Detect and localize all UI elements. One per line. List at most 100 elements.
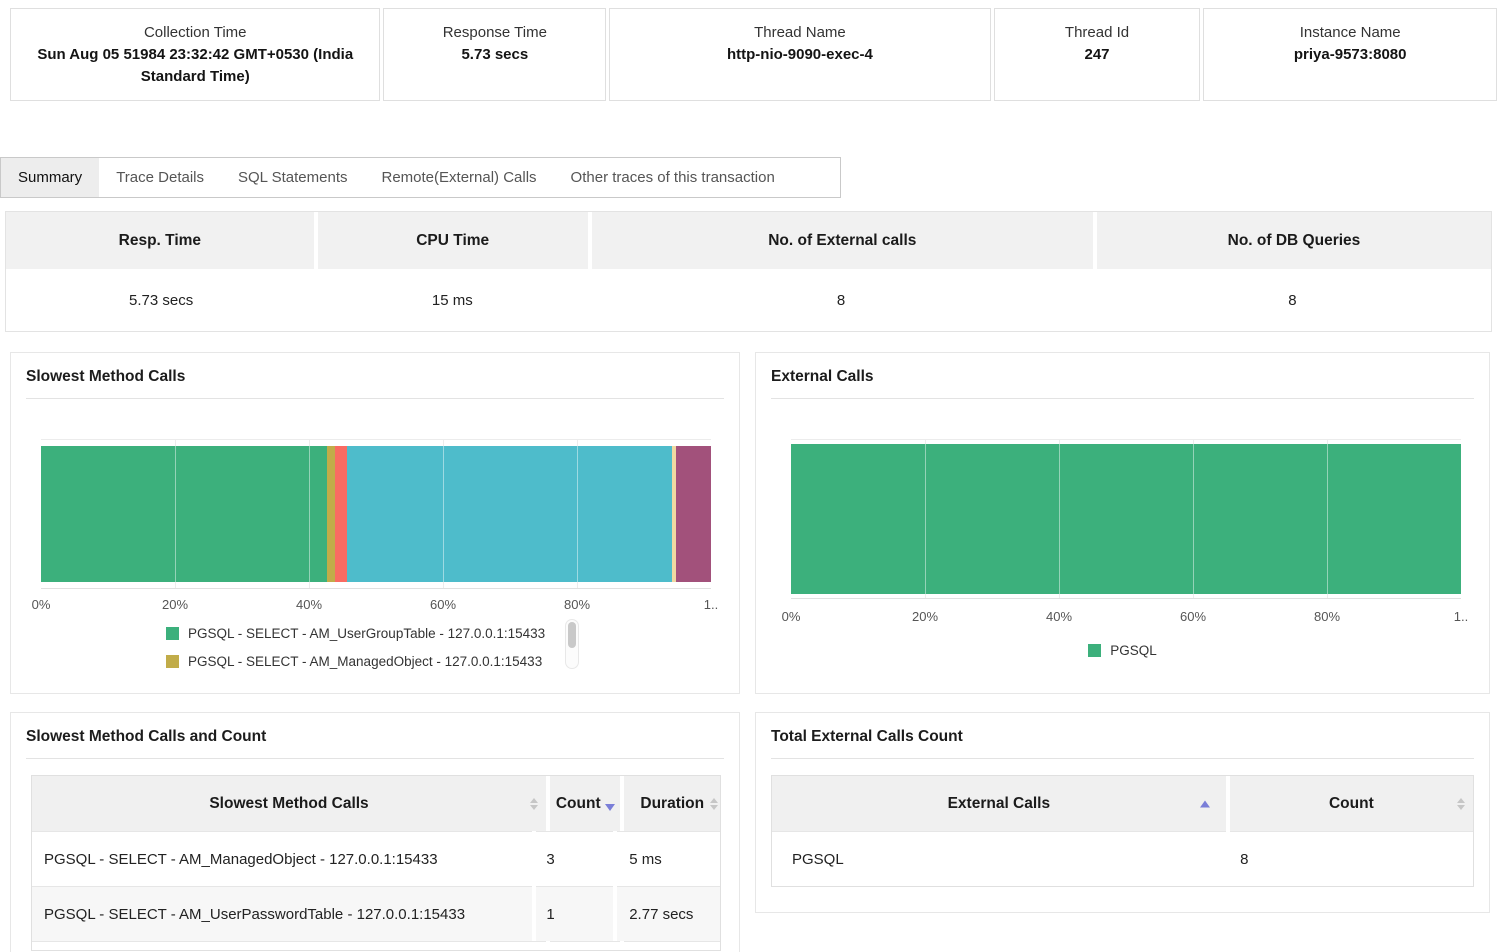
sort-up-icon xyxy=(530,797,539,803)
legend-item-managedobject[interactable]: PGSQL - SELECT - AM_ManagedObject - 127.… xyxy=(166,647,739,675)
card-value: priya-9573:8080 xyxy=(1293,46,1407,63)
tables-row: Slowest Method Calls and Count Slowest M… xyxy=(10,712,1490,952)
title-divider xyxy=(26,758,724,759)
summary-table: Resp. Time CPU Time No. of External call… xyxy=(5,211,1492,332)
column-header-slowest-method-calls[interactable]: Slowest Method Calls xyxy=(32,776,547,831)
card-thread-id: Thread Id 247 xyxy=(993,8,1201,101)
column-label: Duration xyxy=(640,794,705,812)
card-label: Instance Name xyxy=(1299,24,1401,41)
bar-segment-cream[interactable] xyxy=(672,446,677,582)
sort-down-icon xyxy=(1457,804,1465,810)
table-row: PGSQL - SELECT - AM_ManagedObject - 127.… xyxy=(32,831,720,886)
summary-value-cpu-time: 15 ms xyxy=(431,291,473,309)
tab-trace-details[interactable]: Trace Details xyxy=(116,169,204,186)
x-tick: 40% xyxy=(295,597,323,612)
column-header-count[interactable]: Count xyxy=(1229,776,1473,831)
plot-top-border xyxy=(41,439,711,440)
tab-sql-statements[interactable]: SQL Statements xyxy=(238,169,348,186)
bar-segment-pgsql[interactable] xyxy=(791,444,1461,594)
plot-top-border xyxy=(791,439,1461,440)
legend-scrollbar-thumb[interactable] xyxy=(568,622,576,648)
legend-scrollbar[interactable] xyxy=(565,619,579,669)
x-tick: 1.. xyxy=(1453,609,1469,624)
card-instance-name: Instance Name priya-9573:8080 xyxy=(1203,8,1497,101)
column-header-external-calls[interactable]: External Calls xyxy=(772,776,1226,831)
card-label: Thread Id xyxy=(1064,24,1130,41)
sort-up-icon xyxy=(1457,797,1465,803)
chart-legend: PGSQL xyxy=(756,636,1489,664)
summary-table-header: Resp. Time CPU Time No. of External call… xyxy=(6,212,1491,269)
bar-segment-usergrouptable[interactable] xyxy=(41,446,328,582)
bar-gridline-overlay xyxy=(1059,444,1060,594)
bar-segment-salmon[interactable] xyxy=(335,446,348,582)
panel-title: External Calls xyxy=(771,368,874,385)
sort-icon xyxy=(1199,800,1210,807)
x-tick: 60% xyxy=(429,597,457,612)
card-value: 247 xyxy=(1084,46,1110,63)
sort-desc-active-icon xyxy=(604,804,615,811)
bar-gridline-overlay xyxy=(175,446,176,582)
legend-item-pgsql[interactable]: PGSQL xyxy=(1088,636,1157,664)
bar-segment-teal[interactable] xyxy=(347,446,673,582)
stacked-bar xyxy=(791,444,1461,594)
bar-segment-purple[interactable] xyxy=(676,446,711,582)
bar-gridline-overlay xyxy=(1327,444,1328,594)
slowest-method-calls-table: Slowest Method Calls Count Duration xyxy=(31,775,721,951)
x-axis-line xyxy=(791,598,1461,599)
slowest-method-calls-chart xyxy=(41,439,711,589)
card-value: Sun Aug 05 51984 23:32:42 GMT+0530 (Indi… xyxy=(37,46,354,85)
count-cell: 1 xyxy=(536,886,614,941)
method-cell: PGSQL - SELECT - AM_ManagedObject - 127.… xyxy=(32,831,533,886)
column-label: Slowest Method Calls xyxy=(209,794,369,812)
sort-icon xyxy=(1457,797,1465,810)
title-divider xyxy=(771,758,1474,759)
stacked-bar xyxy=(41,446,711,582)
summary-col-external-calls: No. of External calls xyxy=(591,212,1093,269)
bar-segment-managedobject[interactable] xyxy=(327,446,336,582)
title-divider xyxy=(771,398,1474,399)
sort-up-icon xyxy=(710,797,719,803)
column-header-duration[interactable]: Duration xyxy=(624,776,721,831)
legend-label: PGSQL xyxy=(1110,642,1157,658)
table-row-clipped xyxy=(32,941,721,950)
sort-icon xyxy=(710,797,719,810)
x-axis-ticks: 0% 20% 40% 60% 80% 1.. xyxy=(782,609,1469,626)
legend-item-usergrouptable[interactable]: PGSQL - SELECT - AM_UserGroupTable - 127… xyxy=(166,619,739,647)
charts-row: Slowest Method Calls 0% 20% xyxy=(10,352,1490,694)
summary-value-external-calls: 8 xyxy=(836,291,846,309)
card-collection-time: Collection Time Sun Aug 05 51984 23:32:4… xyxy=(10,8,381,101)
summary-value-resp-time: 5.73 secs xyxy=(128,291,194,309)
card-label: Collection Time xyxy=(143,24,247,41)
total-external-calls-panel: Total External Calls Count External Call… xyxy=(755,712,1490,913)
sort-asc-active-icon xyxy=(1199,800,1210,807)
tab-other-traces[interactable]: Other traces of this transaction xyxy=(570,169,775,186)
x-axis-line xyxy=(41,588,711,589)
table-header: External Calls Count xyxy=(772,776,1473,831)
x-tick: 40% xyxy=(1045,609,1073,624)
x-tick: 20% xyxy=(911,609,939,624)
legend-swatch-icon xyxy=(166,626,179,640)
summary-table-row: 5.73 secs 15 ms 8 8 xyxy=(6,269,1491,331)
method-cell: PGSQL - SELECT - AM_UserPasswordTable - … xyxy=(32,886,533,941)
count-cell: 8 xyxy=(1230,831,1473,886)
card-label: Thread Name xyxy=(754,24,846,41)
duration-cell: 5 ms xyxy=(617,831,720,886)
tab-remote-external-calls[interactable]: Remote(External) Calls xyxy=(381,169,537,186)
card-value: http-nio-9090-exec-4 xyxy=(726,46,873,63)
sort-icon xyxy=(530,797,539,810)
table-row: PGSQL - SELECT - AM_UserPasswordTable - … xyxy=(32,886,720,941)
x-tick: 0% xyxy=(781,609,801,624)
tab-summary[interactable]: Summary xyxy=(1,158,100,197)
card-value: 5.73 secs xyxy=(461,46,529,63)
bar-gridline-overlay xyxy=(309,446,310,582)
x-tick: 20% xyxy=(161,597,189,612)
column-header-count[interactable]: Count xyxy=(550,776,621,831)
x-axis-ticks: 0% 20% 40% 60% 80% 1.. xyxy=(32,597,719,614)
summary-col-db-queries: No. of DB Queries xyxy=(1096,212,1491,269)
legend-label: PGSQL - SELECT - AM_ManagedObject - 127.… xyxy=(188,653,543,669)
external-calls-panel: External Calls 0% 20% 40% 60% 80% 1.. xyxy=(755,352,1490,694)
card-response-time: Response Time 5.73 secs xyxy=(383,8,607,101)
duration-cell: 2.77 secs xyxy=(617,886,720,941)
table-row: PGSQL 8 xyxy=(772,831,1473,886)
legend-swatch-icon xyxy=(166,654,179,668)
